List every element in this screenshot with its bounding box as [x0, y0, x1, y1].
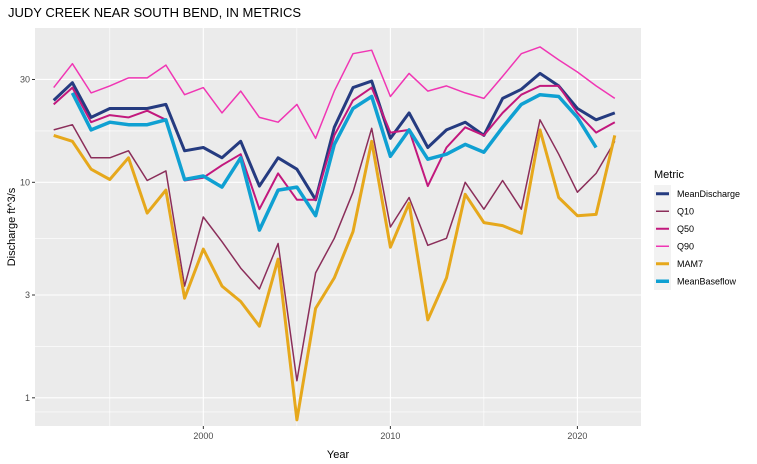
x-tick-label-2020: 2020 — [567, 431, 587, 441]
x-axis-title: Year — [327, 449, 350, 461]
plot-panel — [35, 28, 641, 426]
legend-label-q90: Q90 — [677, 241, 694, 251]
legend-label-mam7: MAM7 — [677, 259, 703, 269]
series-line-mam7 — [53, 128, 617, 422]
y-tick-label-10: 10 — [20, 177, 30, 187]
legend-items: MeanDischarge Q10 Q50 Q90 MAM7 MeanBaseflow — [654, 185, 740, 290]
series-line-q90 — [53, 46, 616, 140]
legend-label-q10: Q10 — [677, 206, 694, 216]
y-axis-ticks: 1 3 10 30 — [20, 74, 35, 403]
series-lines — [52, 46, 617, 422]
x-tick-label-2000: 2000 — [193, 431, 213, 441]
x-tick-label-2010: 2010 — [380, 431, 400, 441]
legend-title: Metric — [654, 169, 684, 181]
chart-title: JUDY CREEK NEAR SOUTH BEND, IN METRICS — [8, 5, 301, 20]
major-grid-lines — [35, 28, 641, 426]
y-tick-label-1: 1 — [25, 393, 30, 403]
legend: Metric MeanDischarge Q10 Q50 Q90 MAM7 MeanBas… — [654, 169, 740, 290]
y-tick-label-30: 30 — [20, 74, 30, 84]
x-axis-ticks: 2000 2010 2020 — [193, 426, 587, 441]
series-line-meanbaseflow — [70, 92, 598, 232]
series-line-q50 — [53, 84, 616, 211]
y-tick-label-3: 3 — [25, 290, 30, 300]
legend-label-meanbaseflow: MeanBaseflow — [677, 276, 737, 286]
y-axis-title: Discharge ft^3/s — [6, 187, 18, 266]
series-line-meandischarge — [52, 71, 616, 202]
legend-label-meandischarge: MeanDischarge — [677, 189, 740, 199]
legend-label-q50: Q50 — [677, 224, 694, 234]
series-line-q10 — [53, 119, 616, 382]
